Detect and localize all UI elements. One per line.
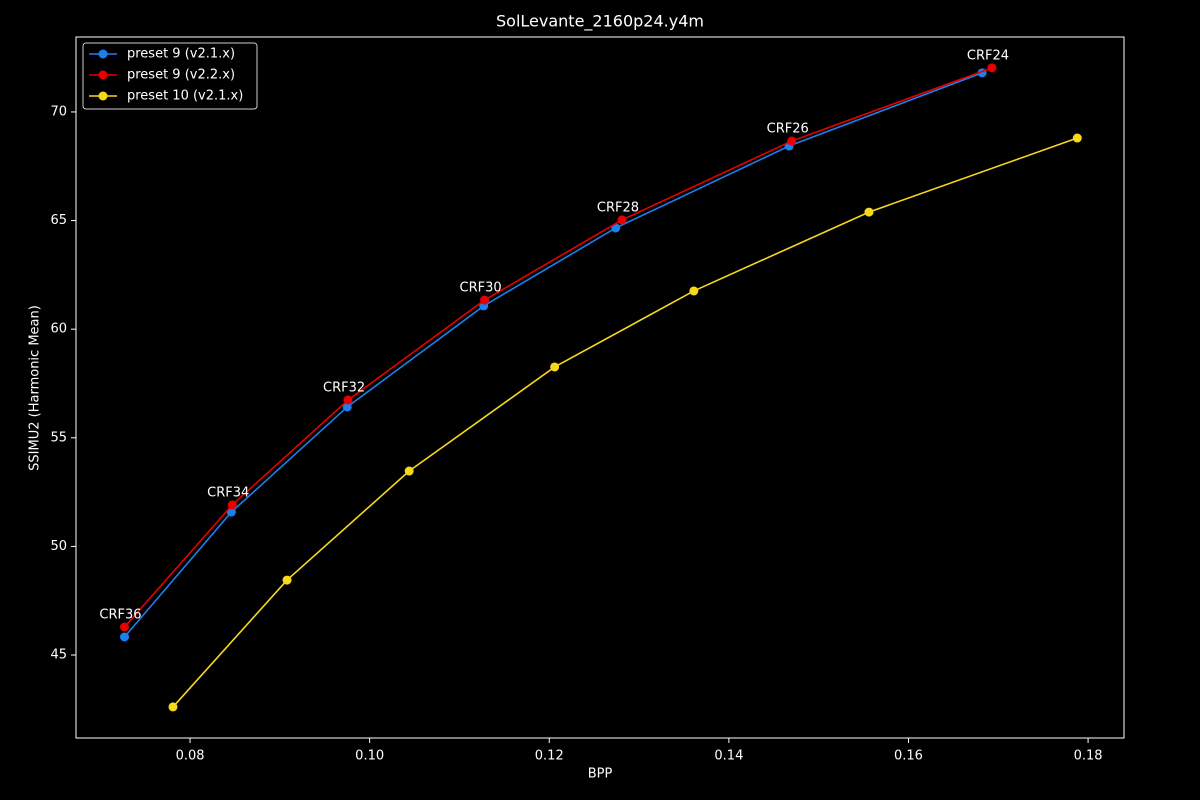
x-tick-label: 0.18 [1074,749,1103,764]
legend-label: preset 9 (v2.1.x) [127,47,235,62]
data-point [987,63,997,73]
point-label: CRF26 [767,122,809,137]
point-label: CRF36 [99,607,141,622]
y-tick-label: 65 [50,213,67,228]
x-tick-label: 0.12 [535,749,564,764]
legend-marker [98,49,108,59]
y-tick-label: 45 [50,648,67,663]
x-tick-label: 0.14 [714,749,743,764]
series-line [123,72,983,638]
y-tick-label: 70 [50,104,67,119]
data-point [404,466,414,476]
y-tick-label: 50 [50,539,67,554]
point-label: CRF30 [460,281,502,296]
legend-box [82,42,258,110]
y-tick-label: 60 [50,322,67,337]
data-point [227,500,237,510]
x-tick-label: 0.16 [894,749,923,764]
series-line [123,67,993,628]
chart-title: SolLevante_2160p24.y4m [496,12,704,32]
data-point [617,215,627,225]
x-tick-label: 0.08 [176,749,205,764]
point-label: CRF32 [323,380,365,395]
legend-label: preset 10 (v2.1.x) [127,89,243,104]
data-point [550,362,560,372]
data-point [689,286,699,296]
y-tick-label: 55 [50,430,67,445]
point-label: CRF24 [967,48,1009,63]
data-point [168,702,178,712]
data-point [342,402,352,412]
x-axis-label: BPP [588,767,613,782]
data-point [119,622,129,632]
data-point [1072,133,1082,143]
plot-frame [75,36,1125,739]
legend-marker [98,70,108,80]
point-label: CRF28 [597,200,639,215]
data-point [226,507,236,517]
legend-marker [98,91,108,101]
data-point [864,207,874,217]
point-label: CRF34 [207,485,249,500]
data-point [343,395,353,405]
y-axis-label: SSIMU2 (Harmonic Mean) [28,305,43,471]
data-point [480,295,490,305]
legend-label: preset 9 (v2.2.x) [127,68,235,83]
data-point [282,575,292,585]
x-tick-label: 0.10 [355,749,384,764]
data-point [119,632,129,642]
data-point [787,136,797,146]
